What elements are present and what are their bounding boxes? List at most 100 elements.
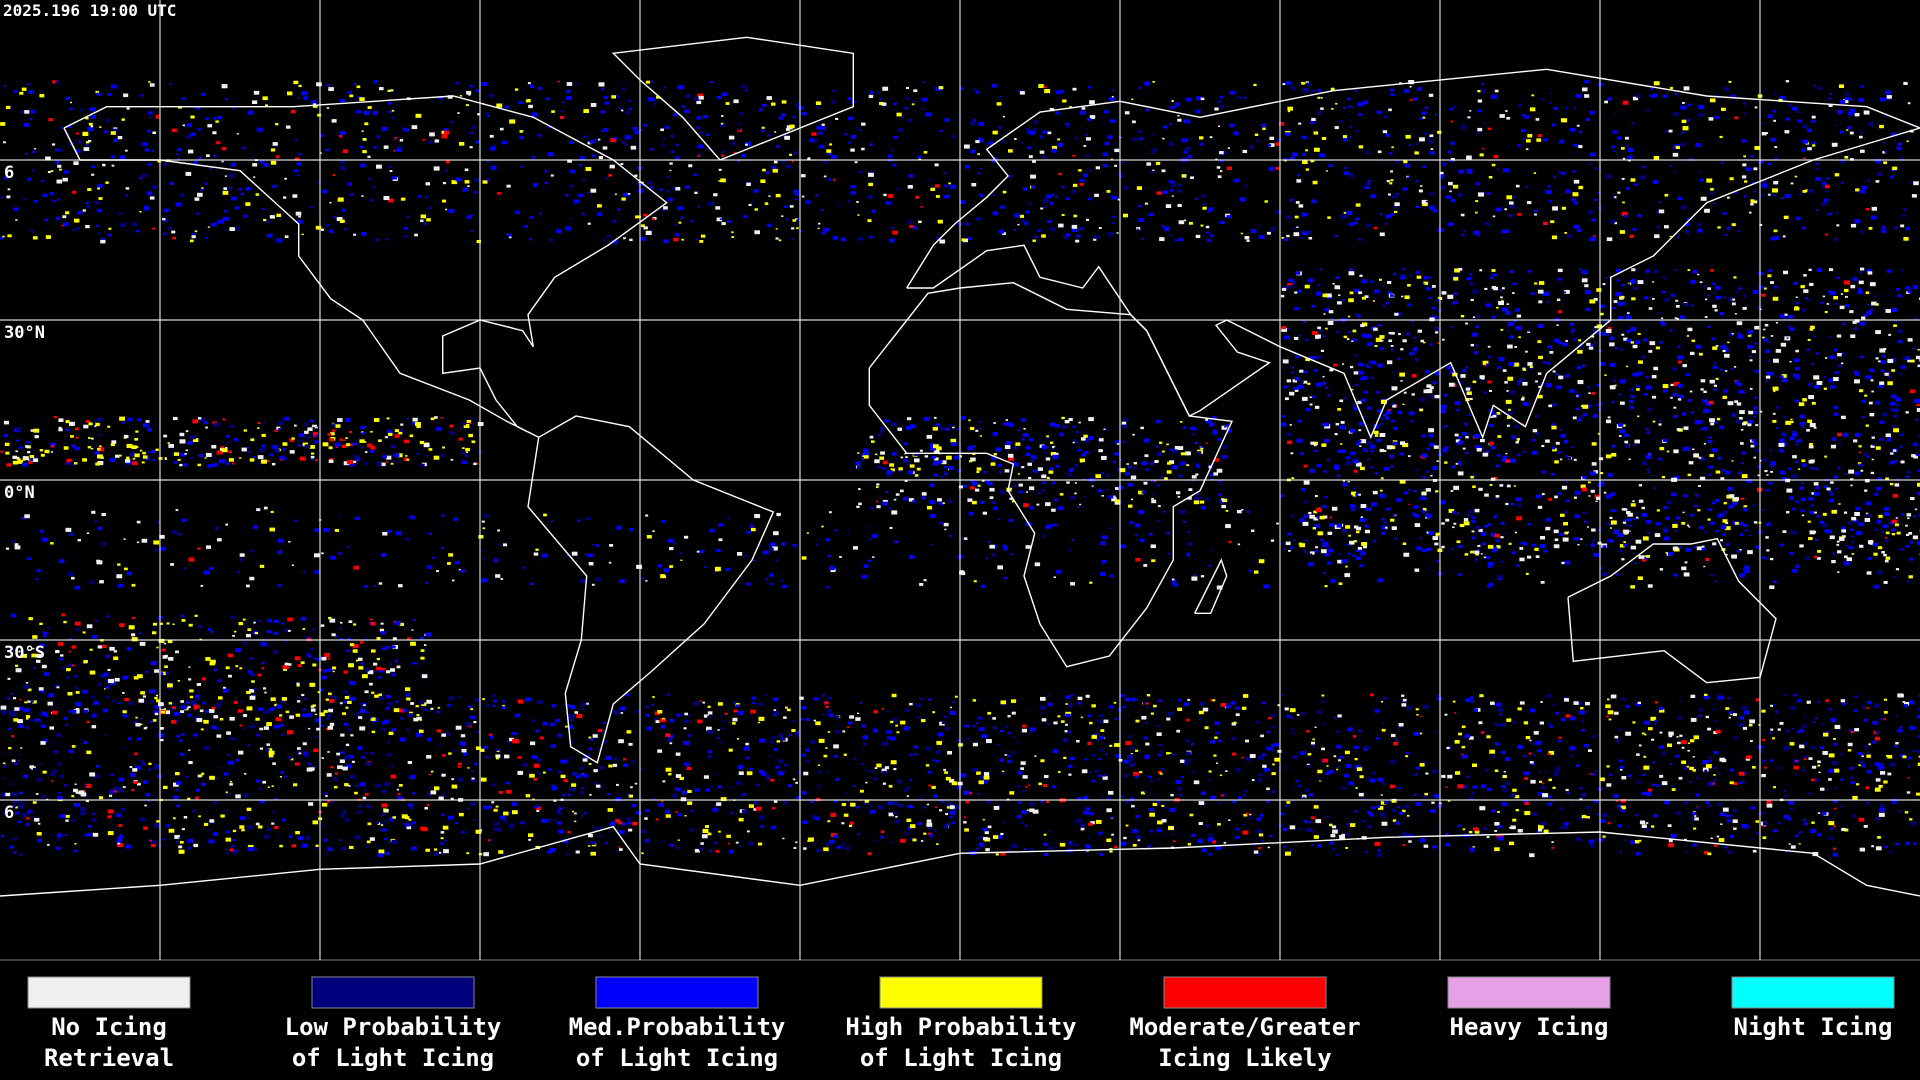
speckle	[1183, 219, 1187, 222]
speckle	[1526, 185, 1529, 188]
speckle	[1495, 702, 1502, 707]
speckle	[149, 196, 155, 200]
speckle	[438, 796, 444, 801]
speckle	[1477, 109, 1482, 113]
speckle	[195, 796, 199, 800]
speckle	[1632, 721, 1636, 724]
speckle	[139, 760, 145, 764]
speckle	[7, 234, 12, 238]
speckle	[260, 799, 265, 803]
speckle	[1016, 785, 1020, 787]
speckle	[558, 829, 564, 834]
speckle	[999, 730, 1004, 733]
speckle	[397, 793, 401, 796]
speckle	[1302, 89, 1308, 94]
speckle	[1421, 111, 1427, 115]
speckle	[27, 700, 31, 703]
speckle	[457, 777, 464, 782]
speckle	[380, 631, 386, 635]
speckle	[1462, 785, 1467, 789]
speckle	[708, 750, 712, 754]
speckle	[396, 788, 399, 791]
speckle	[1677, 716, 1683, 720]
speckle	[62, 215, 67, 219]
speckle	[467, 185, 470, 187]
speckle	[653, 798, 656, 800]
speckle	[1212, 699, 1216, 702]
speckle	[64, 717, 68, 721]
speckle	[441, 134, 448, 139]
speckle	[1547, 802, 1552, 806]
speckle	[1618, 824, 1623, 828]
speckle	[18, 804, 24, 809]
speckle	[1002, 821, 1006, 824]
speckle	[57, 198, 60, 201]
speckle	[1325, 170, 1328, 172]
speckle	[1113, 701, 1117, 704]
speckle	[531, 755, 538, 760]
speckle	[645, 80, 651, 84]
speckle	[342, 766, 348, 771]
speckle	[893, 136, 898, 139]
speckle	[1155, 800, 1161, 804]
speckle	[376, 164, 382, 169]
speckle	[1752, 849, 1757, 853]
speckle	[677, 85, 684, 90]
speckle	[1079, 823, 1086, 828]
speckle	[741, 84, 747, 89]
speckle	[1821, 723, 1825, 726]
speckle	[104, 734, 108, 736]
speckle	[448, 752, 452, 755]
speckle	[380, 622, 384, 625]
speckle	[257, 455, 264, 460]
speckle	[1422, 202, 1428, 207]
speckle	[347, 754, 354, 759]
speckle	[1672, 152, 1679, 157]
speckle	[614, 851, 617, 853]
speckle	[1667, 743, 1672, 747]
speckle	[1831, 142, 1838, 147]
speckle	[1488, 176, 1493, 179]
speckle	[328, 229, 334, 233]
speckle	[1889, 762, 1896, 767]
speckle	[508, 825, 514, 829]
speckle	[123, 93, 129, 98]
speckle	[1610, 694, 1617, 699]
speckle	[992, 726, 997, 729]
speckle	[1242, 823, 1245, 826]
speckle	[818, 222, 821, 225]
speckle	[1043, 85, 1047, 88]
speckle	[600, 130, 604, 132]
speckle	[51, 705, 54, 708]
speckle	[1461, 745, 1466, 749]
speckle	[1533, 731, 1539, 735]
speckle	[178, 845, 183, 849]
speckle	[1825, 177, 1829, 180]
speckle	[904, 106, 909, 110]
speckle	[272, 649, 278, 654]
speckle	[272, 811, 275, 813]
speckle	[661, 208, 667, 212]
speckle	[216, 734, 222, 738]
speckle	[1712, 708, 1716, 711]
speckle	[1289, 198, 1293, 202]
speckle	[1840, 778, 1844, 781]
speckle	[174, 835, 180, 839]
speckle	[1870, 215, 1877, 220]
speckle	[626, 817, 631, 821]
speckle	[1698, 112, 1704, 117]
speckle	[232, 634, 235, 637]
speckle	[1267, 846, 1270, 849]
speckle	[816, 106, 820, 109]
speckle	[550, 744, 556, 748]
speckle	[348, 785, 351, 787]
speckle	[1236, 95, 1242, 99]
speckle	[143, 727, 147, 730]
speckle	[760, 179, 766, 183]
speckle	[1545, 189, 1552, 194]
speckle	[1671, 785, 1674, 788]
speckle	[152, 131, 157, 135]
speckle	[1354, 810, 1358, 813]
speckle	[1635, 702, 1641, 707]
speckle	[1072, 154, 1076, 157]
